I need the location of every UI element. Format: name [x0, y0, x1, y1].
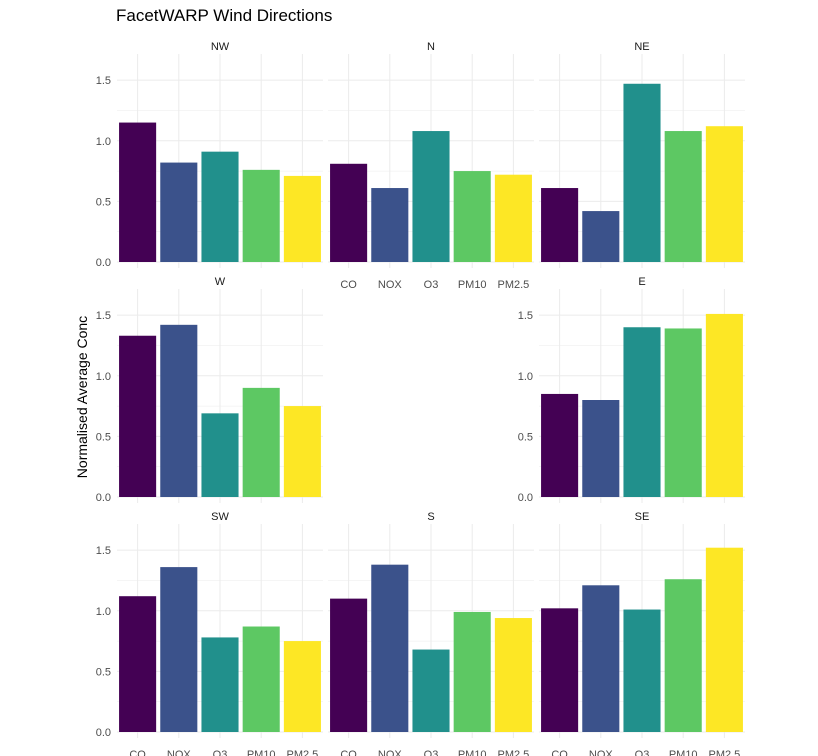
- x-tick-label: PM10: [458, 279, 487, 291]
- y-tick-label: 1.0: [96, 606, 111, 618]
- bar-e-co: [541, 393, 579, 497]
- bar-s-pm25: [494, 618, 532, 732]
- bar-e-o3: [623, 327, 661, 497]
- bar-ne-pm25: [705, 126, 743, 262]
- bar-n-pm25: [494, 174, 532, 262]
- x-tick-label: PM10: [247, 749, 276, 756]
- bar-w-pm25: [283, 406, 321, 497]
- x-tick-label: O3: [424, 749, 439, 756]
- y-tick-label: 0.5: [96, 196, 111, 208]
- bar-se-co: [541, 608, 579, 732]
- x-tick-label: NOX: [167, 749, 192, 756]
- bar-sw-co: [119, 596, 157, 732]
- x-tick-label: CO: [340, 279, 357, 291]
- facet-panel-ne: NE: [539, 41, 745, 268]
- facet-panel-s: S CO NOX O3 PM10 PM2.5: [328, 511, 534, 756]
- bar-se-pm10: [664, 579, 702, 732]
- facet-panel-e: E 0.0 0.5 1.0 1.5: [518, 276, 745, 504]
- bar-nw-nox: [160, 162, 198, 262]
- chart-title: FacetWARP Wind Directions: [116, 6, 333, 25]
- bar-w-nox: [160, 324, 198, 497]
- bar-e-pm10: [664, 328, 702, 497]
- bar-sw-pm10: [242, 626, 280, 732]
- bar-e-nox: [582, 400, 620, 497]
- facet-strip-label: SE: [635, 511, 650, 523]
- bar-w-co: [119, 335, 157, 497]
- bar-sw-nox: [160, 567, 198, 732]
- bar-nw-o3: [201, 151, 239, 262]
- facet-strip-label: S: [427, 511, 434, 523]
- x-tick-label: NOX: [378, 279, 403, 291]
- y-tick-label: 0.5: [96, 431, 111, 443]
- facet-strip-label: N: [427, 41, 435, 53]
- bar-n-nox: [371, 188, 409, 262]
- bar-s-pm10: [453, 611, 491, 732]
- y-tick-label: 0.5: [518, 431, 533, 443]
- bar-s-co: [330, 598, 368, 732]
- bar-e-pm25: [705, 313, 743, 497]
- bar-sw-o3: [201, 637, 239, 732]
- y-tick-label: 1.5: [518, 310, 533, 322]
- x-tick-label: O3: [424, 279, 439, 291]
- bar-n-pm10: [453, 171, 491, 262]
- bar-w-pm10: [242, 387, 280, 497]
- x-tick-label: NOX: [589, 749, 614, 756]
- bar-s-o3: [412, 649, 450, 732]
- bar-ne-pm10: [664, 131, 702, 262]
- y-tick-label: 0.0: [96, 492, 111, 504]
- bar-nw-pm10: [242, 169, 280, 262]
- bar-se-nox: [582, 585, 620, 732]
- x-tick-label: CO: [340, 749, 357, 756]
- bar-w-o3: [201, 413, 239, 497]
- y-tick-label: 0.5: [96, 666, 111, 678]
- y-tick-label: 1.5: [96, 545, 111, 557]
- y-tick-label: 0.0: [96, 727, 111, 739]
- y-tick-label: 0.0: [518, 492, 533, 504]
- facet-strip-label: NE: [634, 41, 649, 53]
- bar-se-o3: [623, 609, 661, 732]
- bar-nw-pm25: [283, 175, 321, 262]
- x-tick-label: PM10: [458, 749, 487, 756]
- facet-panel-nw: NW 0.0 0.5 1.0 1.5: [96, 41, 323, 269]
- x-tick-label: PM10: [669, 749, 698, 756]
- x-tick-label: PM2.5: [709, 749, 741, 756]
- bar-n-co: [330, 163, 368, 262]
- facet-panel-w: W 0.0 0.5 1.0 1.5: [96, 276, 323, 504]
- x-tick-label: PM2.5: [498, 749, 530, 756]
- y-tick-label: 0.0: [96, 257, 111, 269]
- bar-se-pm25: [705, 547, 743, 732]
- bar-s-nox: [371, 564, 409, 732]
- x-tick-label: PM2.5: [287, 749, 319, 756]
- x-tick-label: NOX: [378, 749, 403, 756]
- y-tick-label: 1.0: [518, 371, 533, 383]
- facet-strip-label: SW: [211, 511, 229, 523]
- x-tick-label: PM2.5: [498, 279, 530, 291]
- bar-ne-o3: [623, 83, 661, 262]
- bar-sw-pm25: [283, 641, 321, 732]
- facet-strip-label: E: [638, 276, 645, 288]
- facet-strip-label: W: [215, 276, 226, 288]
- facet-panel-se: SE CO NOX O3 PM10 PM2.5: [539, 511, 745, 756]
- facet-panel-n: N CO NOX O3 PM10 PM2.5: [328, 41, 534, 291]
- bar-ne-co: [541, 188, 579, 262]
- bar-n-o3: [412, 131, 450, 262]
- bar-ne-nox: [582, 211, 620, 262]
- bar-nw-co: [119, 122, 157, 262]
- x-tick-label: O3: [213, 749, 228, 756]
- x-tick-label: O3: [635, 749, 650, 756]
- x-tick-label: CO: [551, 749, 568, 756]
- y-tick-label: 1.0: [96, 136, 111, 148]
- facet-panel-sw: SW 0.0 0.5 1.0 1.5 CO NOX O3 PM10 PM2.5: [96, 511, 323, 756]
- facet-strip-label: NW: [211, 41, 230, 53]
- y-tick-label: 1.5: [96, 310, 111, 322]
- y-tick-label: 1.0: [96, 371, 111, 383]
- x-tick-label: CO: [129, 749, 146, 756]
- y-tick-label: 1.5: [96, 75, 111, 87]
